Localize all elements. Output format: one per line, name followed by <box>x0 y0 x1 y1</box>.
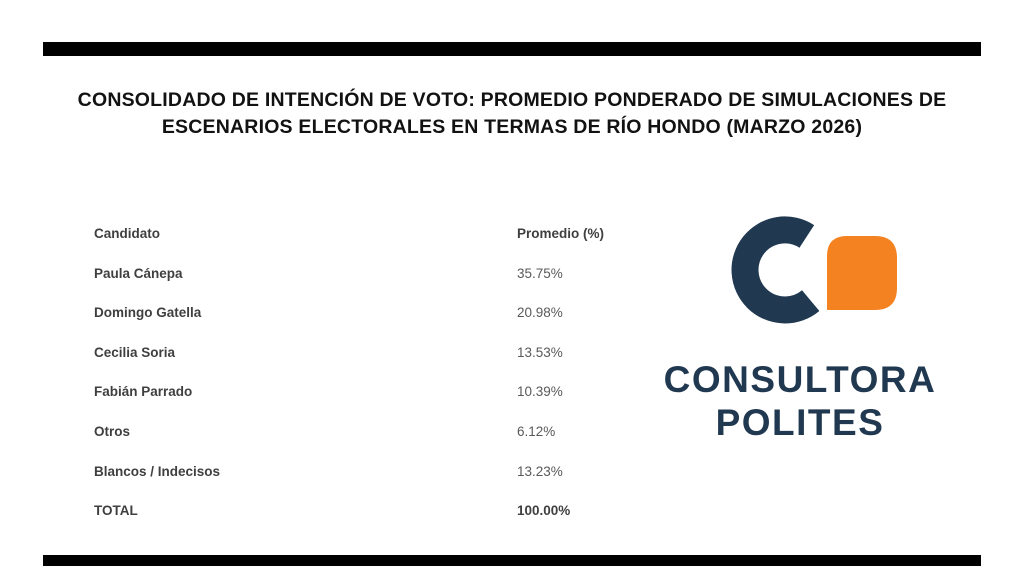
logo-wordmark: CONSULTORA POLITES <box>640 358 960 444</box>
total-value: 100.00% <box>517 503 571 519</box>
results-table: Candidato Promedio (%) Paula Cánepa 35.7… <box>94 226 654 543</box>
total-label: TOTAL <box>94 503 138 519</box>
table-row: Domingo Gatella 20.98% <box>94 305 654 345</box>
candidate-value: 6.12% <box>517 423 556 439</box>
table-row: Blancos / Indecisos 13.23% <box>94 464 654 504</box>
candidate-name: Fabián Parrado <box>94 384 193 400</box>
page-title-line2: ESCENARIOS ELECTORALES EN TERMAS DE RÍO … <box>161 116 863 138</box>
header-candidate: Candidato <box>94 226 160 241</box>
table-row: Fabián Parrado 10.39% <box>94 384 654 424</box>
candidate-name: Cecilia Soria <box>94 344 176 360</box>
candidate-value: 13.23% <box>517 463 563 479</box>
candidate-value: 10.39% <box>517 384 563 400</box>
candidate-value: 13.53% <box>517 344 563 360</box>
header-average: Promedio (%) <box>517 226 605 241</box>
table-row: Paula Cánepa 35.75% <box>94 266 654 306</box>
top-divider-bar <box>43 42 981 56</box>
candidate-value: 20.98% <box>517 305 563 321</box>
candidate-name: Paula Cánepa <box>94 265 183 281</box>
table-total-row: TOTAL 100.00% <box>94 503 654 543</box>
page-title: CONSOLIDADO DE INTENCIÓN DE VOTO: PROMED… <box>62 87 962 141</box>
table-row: Cecilia Soria 13.53% <box>94 345 654 385</box>
candidate-name: Otros <box>94 423 131 439</box>
candidate-name: Domingo Gatella <box>94 305 202 321</box>
logo-wordmark-line2: POLITES <box>715 402 885 443</box>
candidate-name: Blancos / Indecisos <box>94 463 221 479</box>
page-title-line1: CONSOLIDADO DE INTENCIÓN DE VOTO: PROMED… <box>77 89 947 111</box>
logo-wordmark-line1: CONSULTORA <box>663 359 937 400</box>
candidate-value: 35.75% <box>517 265 563 281</box>
bottom-divider-bar <box>43 555 981 566</box>
speech-bubble-shape <box>827 236 897 310</box>
table-row: Otros 6.12% <box>94 424 654 464</box>
letter-c-shape <box>731 216 820 324</box>
logo-mark-icon <box>731 216 897 324</box>
table-header-row: Candidato Promedio (%) <box>94 226 654 266</box>
